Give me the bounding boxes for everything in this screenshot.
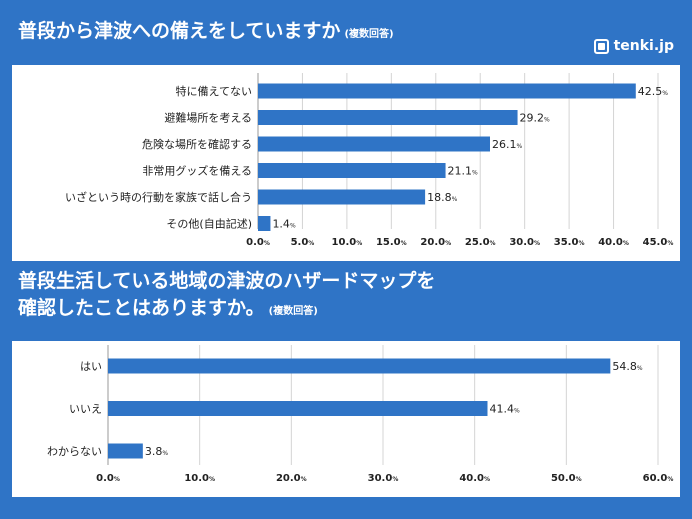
chart1-value-unit: %: [452, 196, 458, 203]
chart1-category-label: 危険な場所を確認する: [142, 137, 252, 151]
chart2-tick-label: 10.0%: [184, 473, 215, 484]
chart2-bar: [108, 443, 143, 459]
chart2-tick-unit: %: [484, 476, 490, 483]
chart2-tick-unit: %: [667, 476, 673, 483]
chart1-tick-label: 20.0%: [420, 237, 451, 248]
chart2-tick-label: 50.0%: [551, 473, 582, 484]
chart1-category-label: その他(自由記述): [166, 217, 252, 231]
chart1-value-unit: %: [472, 170, 478, 177]
chart2-category-label: わからない: [47, 445, 102, 458]
chart2-value-label: 54.8%: [612, 360, 643, 373]
chart2-tick-label: 60.0%: [643, 473, 674, 484]
chart2-title: 普段生活している地域の津波のハザードマップを 確認したことはありますか。 (複数回答…: [18, 268, 435, 325]
chart2-title-note: (複数回答): [268, 306, 318, 317]
chart1-value-unit: %: [544, 117, 550, 124]
chart1-value-label: 29.2%: [520, 112, 551, 125]
chart2-tick-unit: %: [209, 476, 215, 483]
chart1-tick-label: 25.0%: [465, 237, 496, 248]
chart1-svg: 特に備えてない 42.5% 避難場所を考える 29.2% 危険な場所を確認する 26.1%…: [65, 73, 674, 248]
chart2-value-label: 3.8%: [145, 445, 169, 458]
chart2-title-line-2: 確認したことはありますか。: [18, 297, 265, 319]
chart1-tick-label: 15.0%: [376, 237, 407, 248]
chart1-bar: [258, 110, 518, 125]
chart1-value-label: 1.4%: [272, 218, 296, 231]
chart1-tick-label: 0.0%: [246, 237, 270, 248]
chart2-tick-label: 20.0%: [276, 473, 307, 484]
chart1-bar: [258, 83, 636, 99]
chart2-tick-unit: %: [392, 476, 398, 483]
chart1-bar: [258, 163, 446, 178]
chart1-category-label: いざという時の行動を家族で話し合う: [65, 190, 252, 204]
chart1-value-unit: %: [662, 90, 668, 97]
tenki-logo-icon: [593, 38, 609, 54]
chart1-value-label: 42.5%: [638, 85, 669, 98]
chart1-tick-unit: %: [623, 240, 629, 247]
chart2-value-unit: %: [162, 450, 168, 457]
chart2-bar: [108, 401, 488, 416]
chart2-tick-label: 40.0%: [459, 473, 490, 484]
chart2-tick-label: 0.0%: [96, 473, 120, 484]
chart1-tick-label: 45.0%: [643, 237, 674, 248]
chart1-category-label: 特に備えてない: [176, 84, 252, 98]
chart1-tick-label: 5.0%: [291, 237, 315, 248]
chart1-tick-unit: %: [264, 240, 270, 247]
chart1-tick-unit: %: [401, 240, 407, 247]
chart2-panel: はい 54.8% いいえ 41.4% わからない 3.8% 0.0% 10.0% 20.0% 30…: [12, 341, 680, 497]
chart2-tick-unit: %: [301, 476, 307, 483]
chart1-bar: [258, 216, 271, 231]
brand-name: tenki.jp: [613, 38, 674, 54]
chart2-value-label: 41.4%: [490, 403, 521, 416]
chart1-tick-label: 30.0%: [509, 237, 540, 248]
chart1-tick-label: 40.0%: [598, 237, 629, 248]
chart1-title-note: (複数回答): [344, 29, 394, 40]
chart1-title-text: 普段から津波への備えをしていますか: [18, 20, 341, 42]
chart1-bar: [258, 136, 490, 152]
chart1-title: 普段から津波への備えをしていますか (複数回答): [18, 18, 394, 48]
chart1-tick-unit: %: [534, 240, 540, 247]
chart1-value-unit: %: [517, 143, 523, 150]
chart1-tick-label: 35.0%: [554, 237, 585, 248]
chart2-tick-unit: %: [114, 476, 120, 483]
chart1-value-unit: %: [290, 223, 296, 230]
chart1-value-label: 21.1%: [448, 165, 479, 178]
chart1-value-label: 26.1%: [492, 138, 523, 151]
chart1-tick-unit: %: [308, 240, 314, 247]
chart2-category-label: はい: [80, 360, 102, 373]
chart1-tick-label: 10.0%: [332, 237, 363, 248]
chart2-title-line-1: 普段生活している地域の津波のハザードマップを: [18, 270, 436, 292]
chart1-tick-unit: %: [667, 240, 673, 247]
chart2-bar: [108, 358, 611, 374]
chart1-tick-unit: %: [445, 240, 451, 247]
chart1-category-label: 避難場所を考える: [164, 111, 252, 125]
chart1-tick-unit: %: [578, 240, 584, 247]
brand-logo: tenki.jp: [593, 38, 674, 54]
chart1-panel: 特に備えてない 42.5% 避難場所を考える 29.2% 危険な場所を確認する 26.1%…: [12, 65, 680, 261]
chart2-category-label: いいえ: [69, 403, 102, 416]
chart2-tick-unit: %: [576, 476, 582, 483]
chart1-category-label: 非常用グッズを備える: [142, 164, 252, 178]
chart2-value-unit: %: [637, 365, 643, 372]
chart1-value-label: 18.8%: [427, 191, 458, 204]
chart2-tick-label: 30.0%: [368, 473, 399, 484]
chart2-value-unit: %: [514, 408, 520, 415]
chart1-tick-unit: %: [490, 240, 496, 247]
chart2-svg: はい 54.8% いいえ 41.4% わからない 3.8% 0.0% 10.0% 20.0% 30…: [47, 345, 674, 484]
chart1-tick-unit: %: [356, 240, 362, 247]
chart1-bar: [258, 189, 426, 205]
